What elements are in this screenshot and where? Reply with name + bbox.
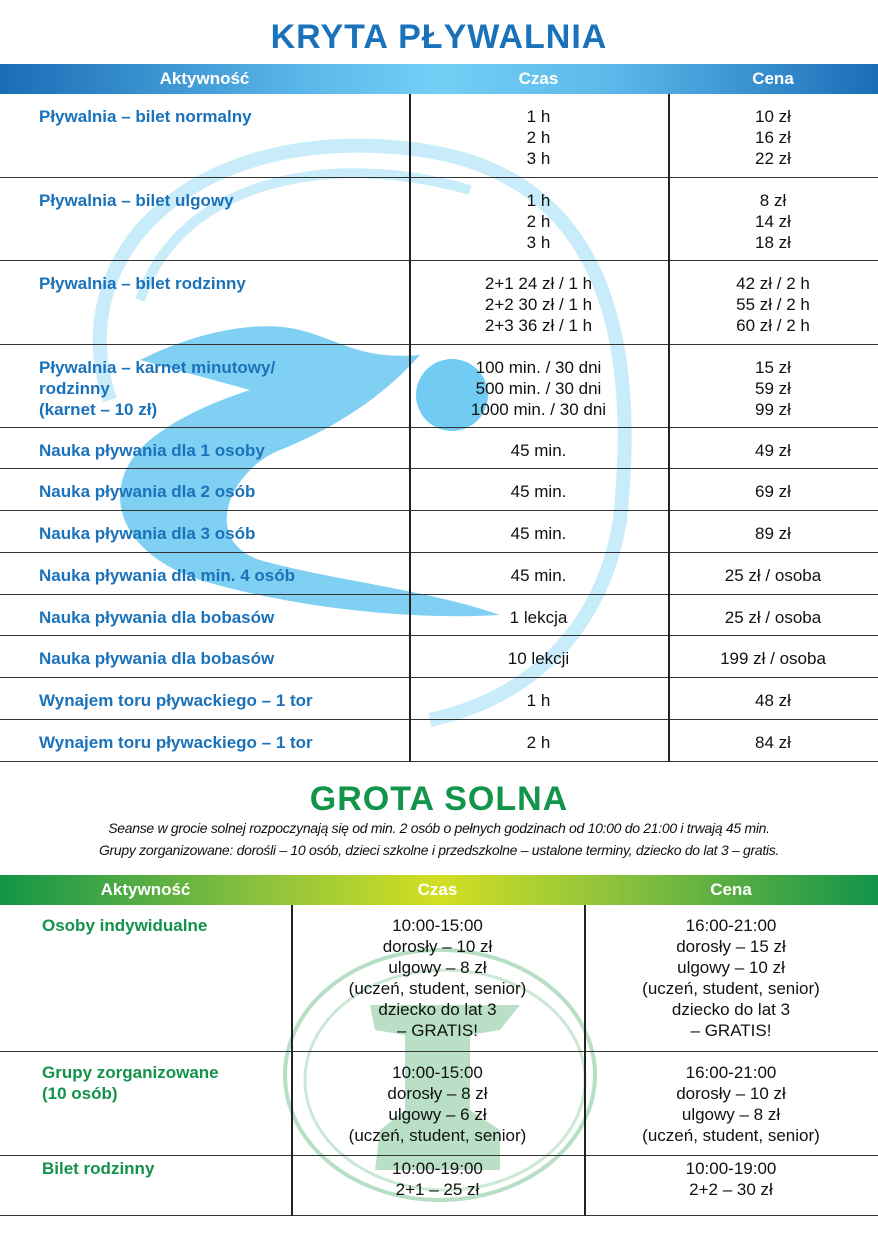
salt-note: Seanse w grocie solnej rozpoczynają się … <box>108 820 770 836</box>
price-cell: 25 zł / osoba <box>724 566 822 585</box>
column-divider <box>409 94 411 762</box>
table-row: Nauka pływania dla bobasów 1 lekcja 25 zł … <box>0 595 878 636</box>
activity-cell: Nauka pływania dla min. 4 osób <box>39 566 296 585</box>
header-price: Cena <box>710 880 752 899</box>
table-row: Pływalnia – bilet rodzinny 2+1 24 zł / 1 … <box>0 261 878 345</box>
time-cell: 10:00-19:00 2+1 – 25 zł <box>392 1159 483 1199</box>
price-cell: 84 zł <box>755 733 791 752</box>
time-cell: 100 min. / 30 dni 500 min. / 30 dni 1000… <box>470 358 607 419</box>
time-cell: 45 min. <box>510 441 567 460</box>
price-cell: 16:00-21:00 dorosły – 15 zł ulgowy – 10 … <box>642 916 820 1040</box>
salt-table-header: Aktywność Czas Cena <box>0 875 878 905</box>
column-divider <box>584 905 586 1216</box>
table-row: Nauka pływania dla 2 osób 45 min. 69 zł <box>0 469 878 511</box>
time-cell: 45 min. <box>510 524 567 543</box>
activity-cell: Osoby indywidualne <box>42 916 208 935</box>
activity-cell: Bilet rodzinny <box>42 1159 155 1178</box>
header-time: Czas <box>417 880 458 899</box>
time-cell: 10 lekcji <box>507 649 570 668</box>
table-row: Wynajem toru pływackiego – 1 tor 2 h 84 zł <box>0 720 878 762</box>
table-row: Nauka pływania dla bobasów 10 lekcji 199 z… <box>0 636 878 678</box>
salt-price-table: Osoby indywidualne 10:00-15:00 dorosły – … <box>0 905 878 1216</box>
salt-note: Grupy zorganizowane: dorośli – 10 osób, … <box>98 842 780 858</box>
price-cell: 8 zł 14 zł 18 zł <box>755 191 791 252</box>
table-row: Grupy zorganizowane (10 osób) 10:00-15:00… <box>0 1052 878 1156</box>
table-row: Wynajem toru pływackiego – 1 tor 1 h 48 zł <box>0 678 878 720</box>
header-activity: Aktywność <box>100 880 191 899</box>
column-divider <box>291 905 293 1216</box>
table-row: Pływalnia – bilet normalny 1 h 2 h 3 h 10 … <box>0 94 878 178</box>
table-row: Nauka pływania dla 3 osób 45 min. 89 zł <box>0 511 878 553</box>
time-cell: 1 lekcja <box>509 608 568 627</box>
time-cell: 2+1 24 zł / 1 h 2+2 30 zł / 1 h 2+3 36 z… <box>484 274 593 335</box>
table-row: Bilet rodzinny 10:00-19:00 2+1 – 25 zł 10:… <box>0 1156 878 1216</box>
header-time: Czas <box>518 69 559 88</box>
price-cell: 25 zł / osoba <box>724 608 822 627</box>
price-cell: 48 zł <box>755 691 791 710</box>
time-cell: 1 h 2 h 3 h <box>526 191 551 252</box>
price-cell: 42 zł / 2 h 55 zł / 2 h 60 zł / 2 h <box>736 274 810 335</box>
header-activity: Aktywność <box>159 69 250 88</box>
time-cell: 1 h <box>526 691 551 710</box>
activity-cell: Nauka pływania dla 1 osoby <box>39 441 265 460</box>
price-cell: 49 zł <box>755 441 791 460</box>
table-row: Nauka pływania dla 1 osoby 45 min. 49 zł <box>0 428 878 469</box>
table-row: Nauka pływania dla min. 4 osób 45 min. 25 … <box>0 553 878 595</box>
time-cell: 2 h <box>526 733 551 752</box>
pool-table-header: Aktywność Czas Cena <box>0 64 878 94</box>
activity-cell: Wynajem toru pływackiego – 1 tor <box>39 691 313 710</box>
pool-price-table: Pływalnia – bilet normalny 1 h 2 h 3 h 10 … <box>0 94 878 762</box>
price-cell: 199 zł / osoba <box>720 649 826 668</box>
price-cell: 15 zł 59 zł 99 zł <box>755 358 791 419</box>
price-cell: 89 zł <box>755 524 791 543</box>
time-cell: 45 min. <box>510 482 567 501</box>
activity-cell: Nauka pływania dla 2 osób <box>39 482 256 501</box>
pool-title: KRYTA PŁYWALNIA <box>270 18 608 56</box>
price-cell: 10 zł 16 zł 22 zł <box>755 107 791 168</box>
table-row: Osoby indywidualne 10:00-15:00 dorosły – … <box>0 905 878 1052</box>
activity-cell: Pływalnia – karnet minutowy/ rodzinny (k… <box>39 358 276 419</box>
activity-cell: Nauka pływania dla 3 osób <box>39 524 256 543</box>
time-cell: 45 min. <box>510 566 567 585</box>
time-cell: 1 h 2 h 3 h <box>526 107 551 168</box>
table-row: Pływalnia – bilet ulgowy 1 h 2 h 3 h 8 zł … <box>0 178 878 261</box>
time-cell: 10:00-15:00 dorosły – 10 zł ulgowy – 8 z… <box>348 916 527 1040</box>
activity-cell: Pływalnia – bilet rodzinny <box>39 274 246 293</box>
salt-cave-title: GROTA SOLNA <box>309 780 569 818</box>
activity-cell: Pływalnia – bilet ulgowy <box>39 191 234 210</box>
activity-cell: Nauka pływania dla bobasów <box>39 649 275 668</box>
price-cell: 69 zł <box>755 482 791 501</box>
activity-cell: Nauka pływania dla bobasów <box>39 608 275 627</box>
price-cell: 10:00-19:00 2+2 – 30 zł <box>685 1159 777 1199</box>
column-divider <box>668 94 670 762</box>
activity-cell: Grupy zorganizowane (10 osób) <box>42 1063 219 1103</box>
price-cell: 16:00-21:00 dorosły – 10 zł ulgowy – 8 z… <box>642 1063 820 1145</box>
activity-cell: Wynajem toru pływackiego – 1 tor <box>39 733 313 752</box>
table-row: Pływalnia – karnet minutowy/ rodzinny (k… <box>0 345 878 428</box>
header-price: Cena <box>752 69 794 88</box>
time-cell: 10:00-15:00 dorosły – 8 zł ulgowy – 6 zł… <box>348 1063 527 1145</box>
activity-cell: Pływalnia – bilet normalny <box>39 107 252 126</box>
